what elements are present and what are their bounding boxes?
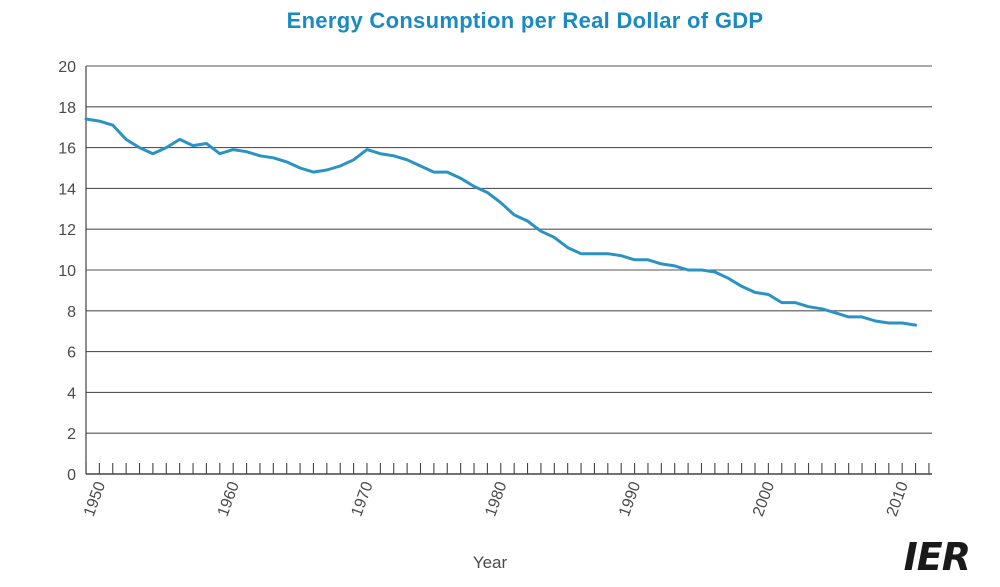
x-ticks: 1950 1960 1970 1980 1990 2000 2010 [81, 463, 930, 519]
y-tick-label: 8 [67, 304, 76, 321]
series-lines [84, 117, 918, 327]
chart-title: Energy Consumption per Real Dollar of GD… [286, 8, 764, 33]
x-tick-label: 2000 [750, 479, 778, 518]
y-tick-label: 20 [58, 59, 76, 76]
x-tick-label: 1980 [482, 479, 510, 518]
y-tick-label: 4 [67, 385, 76, 402]
y-tick-label: 10 [58, 263, 76, 280]
series-line-0 [84, 117, 918, 327]
x-tick-label: 1960 [215, 479, 243, 518]
y-tick-labels: 0 2 4 6 8 10 12 14 16 18 20 [58, 59, 76, 484]
y-tick-label: 14 [58, 181, 76, 198]
y-tick-label: 12 [58, 222, 76, 239]
grid-lines [85, 65, 932, 475]
y-tick-label: 16 [58, 141, 76, 158]
y-tick-label: 6 [67, 345, 76, 362]
x-tick-label: 1990 [616, 479, 644, 518]
y-tick-label: 0 [67, 467, 76, 484]
ier-logo: IER [903, 535, 971, 579]
x-tick-label: 1950 [81, 479, 109, 518]
y-tick-label: 2 [67, 426, 76, 443]
x-axis-label: Year [473, 553, 508, 572]
x-tick-label: 2010 [884, 479, 912, 518]
x-tick-label: 1970 [349, 479, 377, 518]
y-tick-label: 18 [58, 100, 76, 117]
